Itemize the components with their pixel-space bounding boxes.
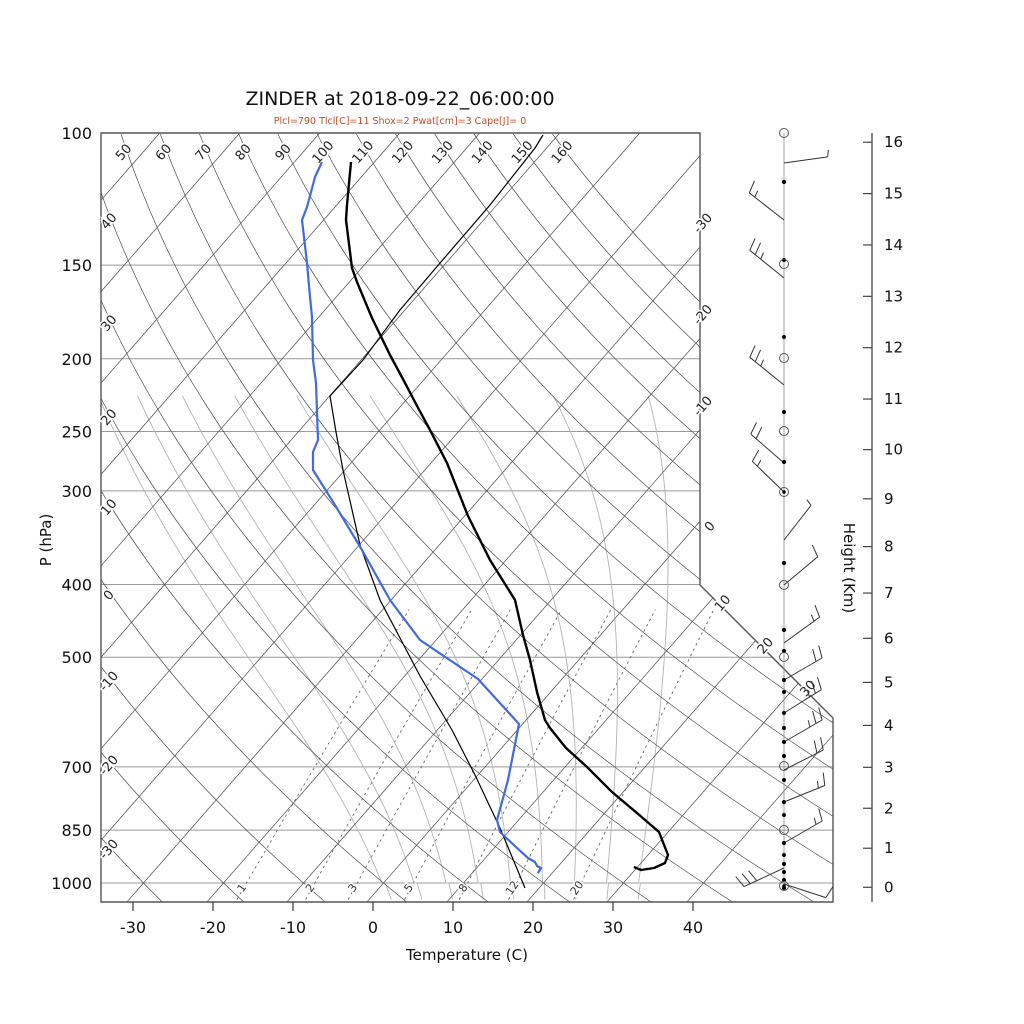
- height-axis-label: Height (Km): [840, 522, 858, 614]
- temperature-profile-line: [344, 161, 670, 872]
- svg-text:8: 8: [884, 538, 894, 556]
- svg-text:400: 400: [61, 576, 92, 595]
- svg-text:3: 3: [884, 758, 894, 776]
- svg-text:-10: -10: [691, 394, 716, 420]
- svg-text:60: 60: [153, 142, 175, 164]
- svg-text:130: 130: [429, 138, 457, 167]
- svg-text:700: 700: [61, 758, 92, 777]
- profiles: [300, 134, 670, 889]
- svg-text:100: 100: [310, 138, 338, 167]
- svg-text:70: 70: [193, 142, 215, 164]
- svg-text:4: 4: [884, 716, 894, 734]
- svg-text:-20: -20: [691, 302, 716, 328]
- plot-frame: [100, 132, 834, 903]
- mixing-ratio-lines: [236, 609, 715, 900]
- svg-text:11: 11: [884, 390, 903, 408]
- dewpoint-profile-line: [300, 161, 543, 874]
- svg-text:50: 50: [113, 142, 135, 164]
- svg-text:30: 30: [603, 918, 623, 937]
- svg-text:0: 0: [884, 878, 894, 896]
- dry-adiabats: [101, 133, 833, 902]
- svg-text:0: 0: [101, 588, 118, 604]
- svg-text:150: 150: [61, 256, 92, 275]
- page-title: ZINDER at 2018-09-22_06:00:00: [245, 88, 555, 110]
- svg-text:12: 12: [503, 879, 522, 898]
- svg-text:12: 12: [884, 339, 903, 357]
- pressure-gridlines: [101, 133, 833, 884]
- svg-text:20: 20: [523, 918, 543, 937]
- isotherms: [101, 133, 833, 902]
- svg-text:10: 10: [443, 918, 463, 937]
- svg-text:5: 5: [884, 673, 894, 691]
- svg-text:9: 9: [884, 490, 894, 508]
- svg-text:100: 100: [61, 124, 92, 143]
- grid-labels: 50 60 70 80 90 100 110 120 130 140 150 160403020100…: [95, 137, 821, 899]
- svg-text:10: 10: [884, 441, 903, 459]
- svg-text:1: 1: [884, 839, 894, 857]
- svg-text:200: 200: [61, 350, 92, 369]
- svg-text:140: 140: [469, 138, 497, 167]
- svg-text:20: 20: [568, 879, 587, 898]
- svg-text:-30: -30: [691, 211, 716, 237]
- svg-text:500: 500: [61, 648, 92, 667]
- svg-text:6: 6: [884, 629, 894, 647]
- svg-text:16: 16: [884, 133, 903, 151]
- svg-text:160: 160: [549, 138, 577, 167]
- svg-text:0: 0: [702, 519, 719, 535]
- svg-text:850: 850: [61, 821, 92, 840]
- svg-text:7: 7: [884, 584, 894, 602]
- parcel-trace-line: [329, 134, 544, 889]
- svg-text:20: 20: [755, 635, 777, 657]
- svg-text:40: 40: [683, 918, 703, 937]
- svg-text:300: 300: [61, 482, 92, 501]
- y-axis-label: P (hPa): [37, 513, 55, 567]
- svg-text:30: 30: [797, 678, 819, 700]
- svg-text:80: 80: [233, 142, 255, 164]
- svg-text:10: 10: [712, 592, 734, 614]
- svg-text:2: 2: [884, 799, 894, 817]
- svg-text:1000: 1000: [51, 874, 92, 893]
- svg-text:250: 250: [61, 422, 92, 441]
- x-axis-label: Temperature (C): [406, 946, 528, 964]
- svg-text:15: 15: [884, 185, 903, 203]
- wind-barb-column: [735, 128, 834, 899]
- sounding-parameters: Plcl=790 Tlcl[C]=11 Shox=2 Pwat[cm]=3 Ca…: [273, 116, 527, 127]
- svg-text:-10: -10: [280, 918, 306, 937]
- svg-text:13: 13: [884, 287, 903, 305]
- svg-text:-20: -20: [200, 918, 226, 937]
- svg-text:0: 0: [368, 918, 378, 937]
- svg-text:14: 14: [884, 236, 903, 254]
- svg-text:-30: -30: [120, 918, 146, 937]
